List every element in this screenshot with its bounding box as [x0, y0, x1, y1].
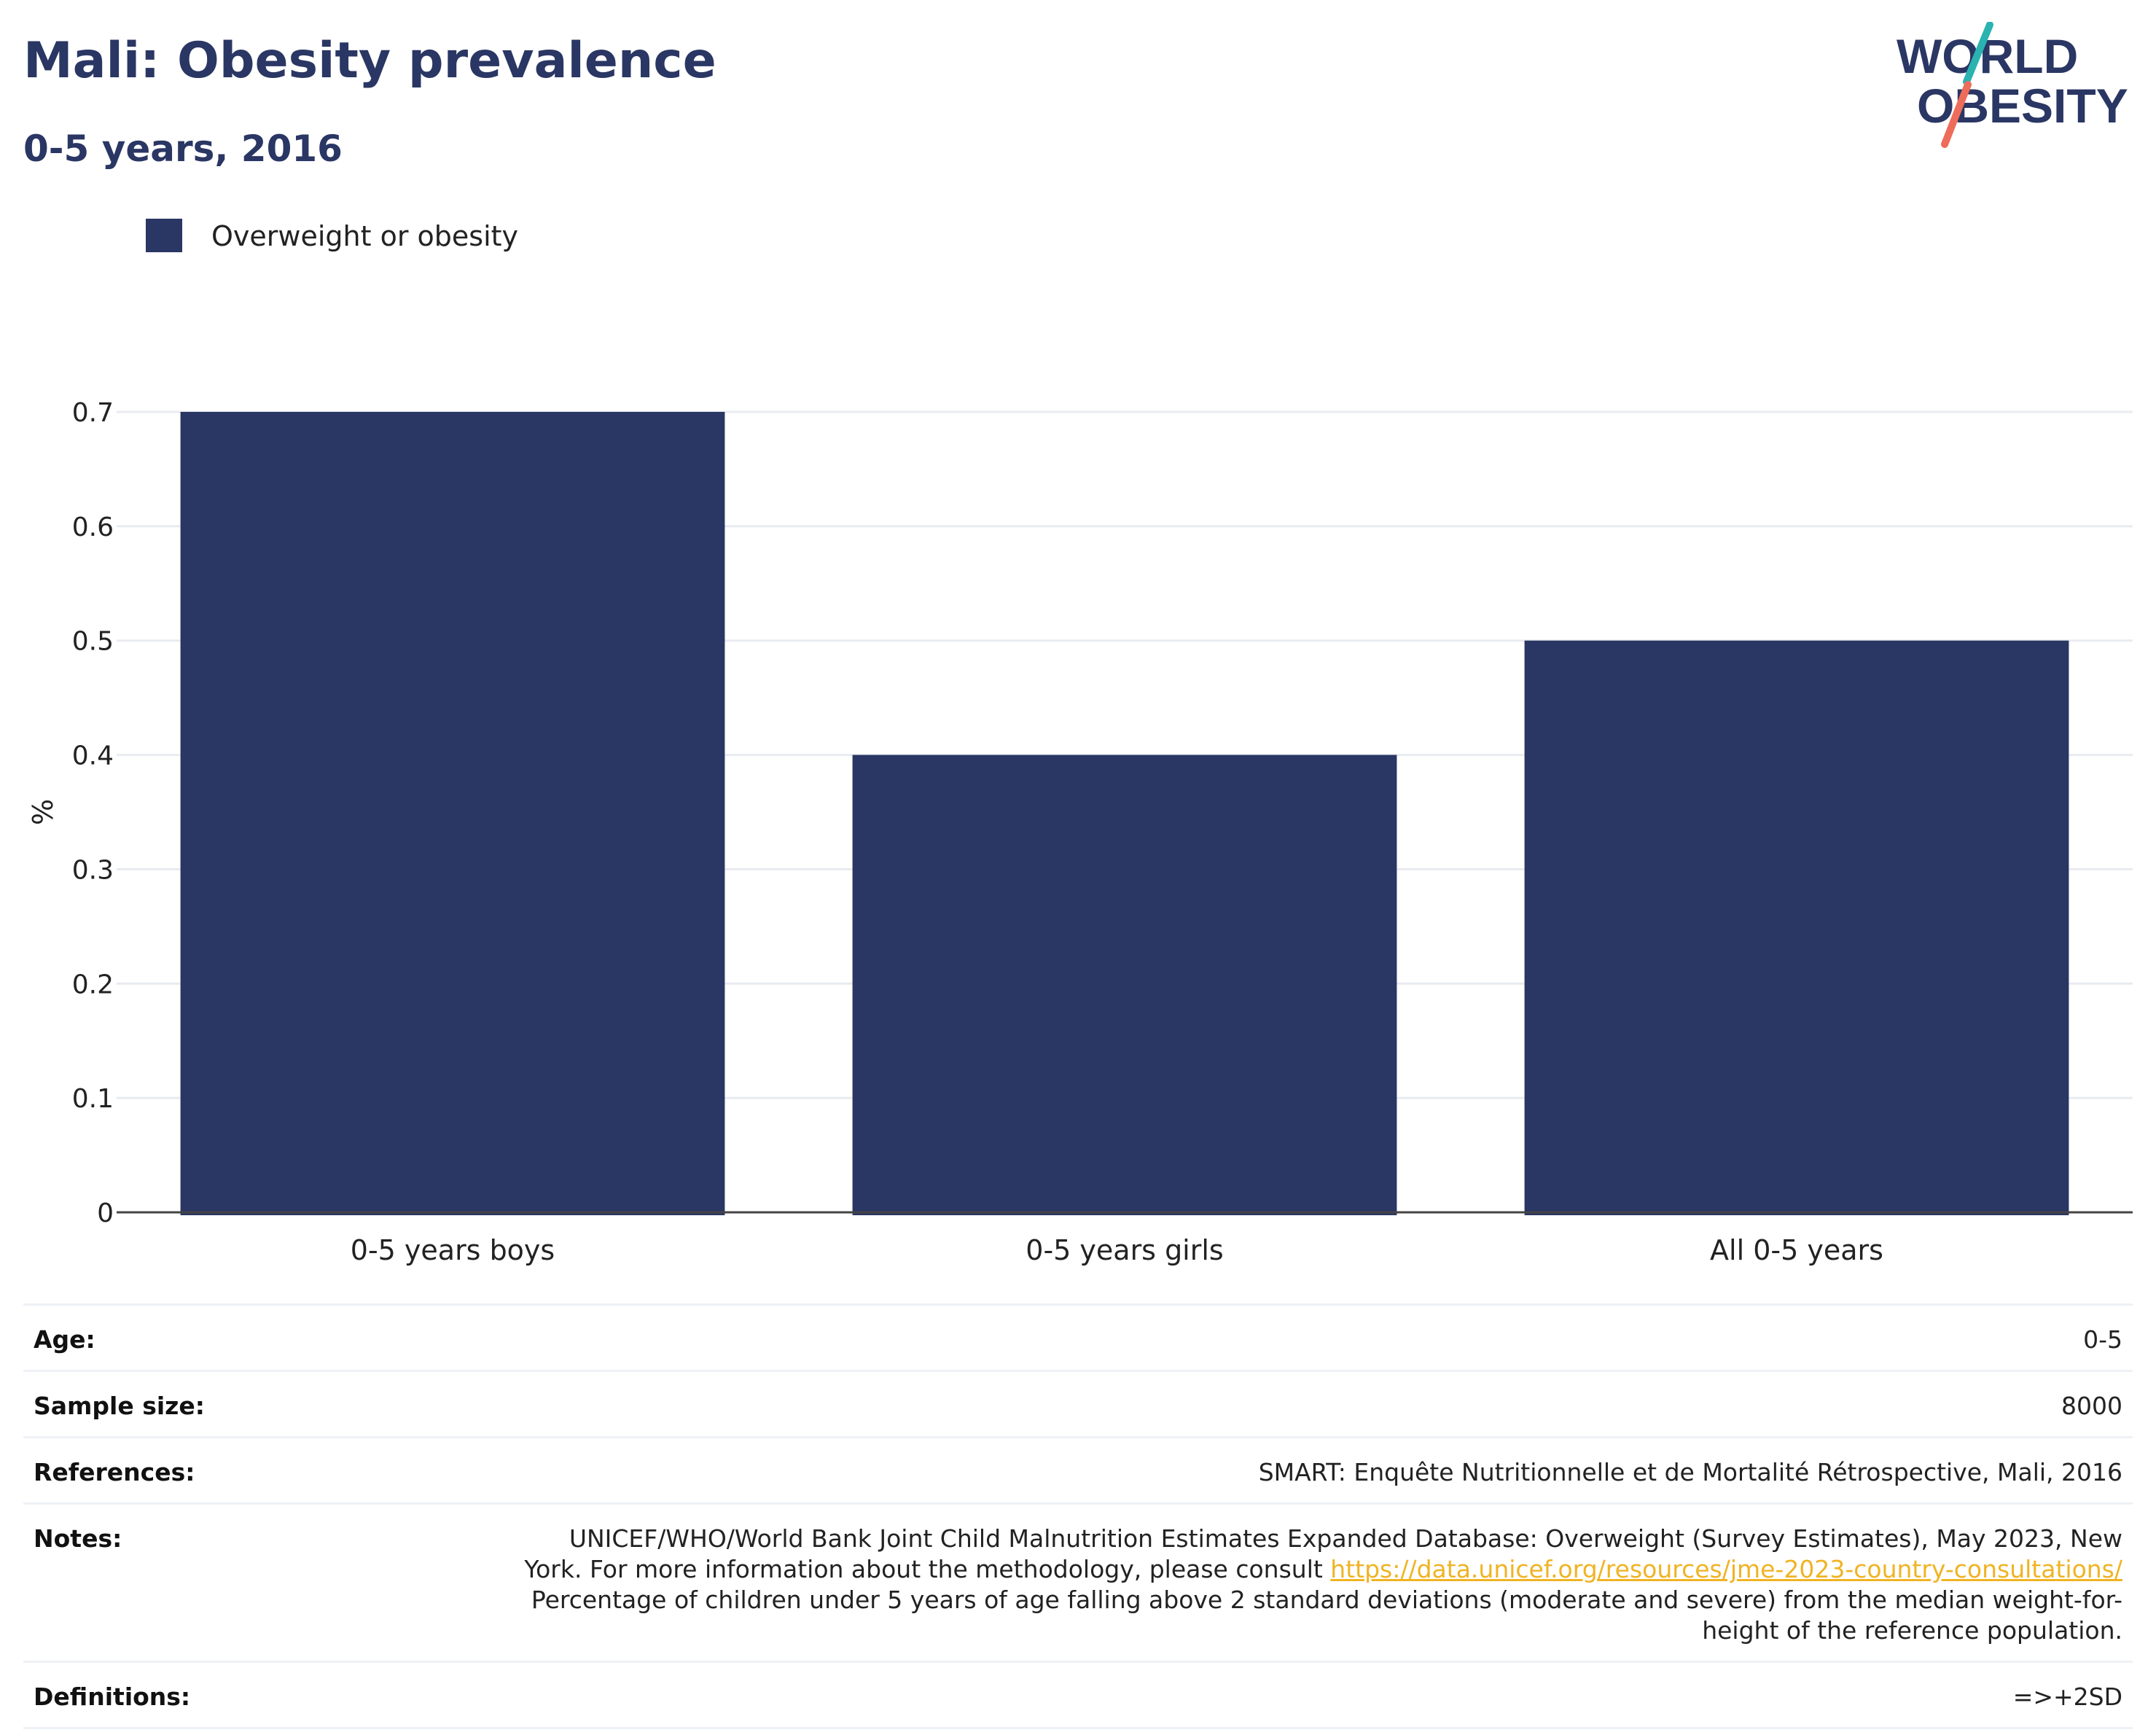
x-tick-label: 0-5 years boys — [351, 1234, 555, 1266]
y-tick-label: 0.5 — [72, 627, 114, 657]
info-row-references: References: SMART: Enquête Nutritionnell… — [23, 1436, 2133, 1502]
y-tick-label: 0 — [97, 1198, 114, 1228]
bar-chart: 0 0.1 0.2 0.3 0.4 0.5 0.6 0.7% 0-5 years boys 0-5… — [27, 398, 2133, 1266]
x-tick-label: 0-5 years girls — [1026, 1234, 1223, 1266]
notes-definition-text: Percentage of children under 5 years of … — [531, 1586, 2122, 1645]
y-tick-label: 0.2 — [72, 970, 114, 999]
y-tick-label: 0.4 — [72, 741, 114, 771]
definitions-value: =>+2SD — [2012, 1683, 2122, 1711]
age-label: Age: — [34, 1325, 95, 1354]
y-axis-title: % — [27, 799, 59, 825]
bar — [852, 755, 1397, 1215]
bar — [1524, 640, 2069, 1215]
notes-value: UNICEF/WHO/World Bank Joint Child Malnut… — [507, 1524, 2122, 1646]
age-value: 0-5 — [2083, 1325, 2122, 1354]
notes-text: UNICEF/WHO/World Bank Joint Child Malnut… — [524, 1524, 2122, 1583]
bar — [180, 412, 725, 1215]
info-table: Age: 0-5 Sample size: 8000 References: S… — [23, 1303, 2133, 1729]
sample-size-value: 8000 — [2061, 1392, 2122, 1420]
info-row-definitions: Definitions: =>+2SD — [23, 1661, 2133, 1729]
x-tick-label: All 0-5 years — [1710, 1234, 1883, 1266]
world-obesity-logo: WORLD OBESITY — [1897, 22, 2128, 148]
page-title: Mali: Obesity prevalence — [23, 32, 716, 90]
definitions-label: Definitions: — [34, 1683, 191, 1711]
page-subtitle: 0-5 years, 2016 — [23, 128, 343, 170]
info-row-sample-size: Sample size: 8000 — [23, 1370, 2133, 1436]
y-tick-label: 0.1 — [72, 1084, 114, 1114]
legend-label: Overweight or obesity — [211, 220, 519, 252]
logo-slash-teal — [1963, 22, 1993, 85]
references-value: SMART: Enquête Nutritionnelle et de Mort… — [1258, 1458, 2122, 1486]
logo-slash-coral — [1941, 81, 1972, 148]
y-tick-label: 0.3 — [72, 855, 114, 885]
notes-label: Notes: — [34, 1524, 122, 1553]
y-tick-label: 0.6 — [72, 512, 114, 542]
notes-link[interactable]: https://data.unicef.org/resources/jme-20… — [1330, 1555, 2122, 1583]
info-row-notes: Notes: UNICEF/WHO/World Bank Joint Child… — [23, 1502, 2133, 1661]
references-label: References: — [34, 1458, 195, 1486]
legend-swatch — [146, 219, 182, 252]
info-row-age: Age: 0-5 — [23, 1303, 2133, 1370]
y-tick-label: 0.7 — [72, 398, 114, 428]
sample-size-label: Sample size: — [34, 1392, 205, 1420]
